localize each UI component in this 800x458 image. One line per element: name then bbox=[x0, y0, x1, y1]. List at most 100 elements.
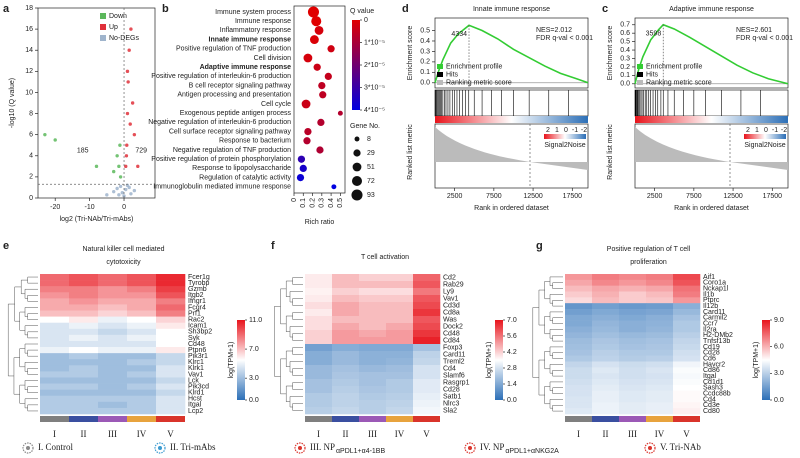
heat-cell bbox=[592, 320, 620, 327]
y-tick-label: 0.5 bbox=[420, 27, 430, 34]
heat-cell bbox=[69, 298, 99, 305]
heat-cell bbox=[127, 395, 157, 403]
heat-cell bbox=[98, 371, 128, 378]
metric-tick-label: 0 bbox=[764, 127, 768, 134]
dendrogram bbox=[7, 303, 15, 377]
heat-cell bbox=[565, 349, 593, 356]
group-bar bbox=[565, 416, 592, 422]
x-axis-label: Rank in ordered dataset bbox=[674, 205, 749, 212]
dot bbox=[319, 91, 327, 99]
heat-cell bbox=[673, 367, 701, 374]
size-label: 8 bbox=[367, 136, 371, 143]
legend-label: II. Tri-mAbs bbox=[170, 442, 216, 452]
heat-cell bbox=[69, 383, 99, 390]
group-label: V bbox=[683, 429, 690, 439]
heat-cell bbox=[413, 379, 441, 387]
heat-cell bbox=[565, 291, 593, 298]
gene-label: Rac2 bbox=[188, 316, 204, 323]
point bbox=[126, 80, 130, 84]
legend-label: No-DEGs bbox=[109, 35, 139, 42]
heat-cell bbox=[127, 304, 157, 311]
dot bbox=[303, 137, 311, 145]
point bbox=[125, 143, 129, 147]
x-axis-label: Rich ratio bbox=[305, 219, 335, 226]
heat-cell bbox=[69, 389, 99, 397]
heat-cell bbox=[359, 393, 387, 401]
heat-cell bbox=[127, 274, 157, 281]
group-label: II bbox=[81, 429, 87, 439]
point bbox=[128, 122, 132, 126]
y-tick-label: 0.2 bbox=[620, 64, 630, 71]
point bbox=[112, 169, 116, 174]
gene-label: Cd8a bbox=[443, 309, 460, 316]
heat-cell bbox=[305, 330, 333, 338]
heat-cell bbox=[40, 316, 70, 323]
heat-cell bbox=[619, 303, 647, 310]
heat-cell bbox=[646, 314, 674, 321]
dendrogram bbox=[292, 403, 303, 411]
heat-cell bbox=[156, 347, 186, 354]
gene-label: Slamf6 bbox=[443, 372, 465, 379]
x-tick-label: 0.1 bbox=[300, 198, 307, 208]
heat-cell bbox=[413, 295, 441, 303]
pathway-label: Adaptive immune response bbox=[200, 64, 292, 71]
y-tick-label: 12 bbox=[25, 68, 33, 75]
heat-cell bbox=[592, 361, 620, 368]
dendrogram bbox=[552, 300, 563, 307]
heat-cell bbox=[413, 372, 441, 380]
y-tick-label: 0.3 bbox=[620, 55, 630, 62]
heat-cell bbox=[98, 340, 128, 348]
metric-area bbox=[435, 127, 588, 170]
legend-label: V. Tri-NAb bbox=[660, 442, 701, 452]
heat-cell bbox=[413, 386, 441, 394]
colorbar-label: 4*10⁻⁵ bbox=[364, 107, 385, 114]
heat-cell bbox=[619, 279, 647, 286]
point bbox=[43, 132, 47, 137]
fdr-label: FDR q-val < 0.001 bbox=[736, 35, 793, 42]
dendrogram bbox=[549, 294, 563, 304]
heat-cell bbox=[156, 401, 186, 409]
gene-label: Carmil2 bbox=[703, 315, 727, 322]
metric-gradient bbox=[744, 134, 786, 139]
heat-cell bbox=[386, 386, 414, 394]
x-tick-label: 0.4 bbox=[328, 198, 335, 208]
dendrogram bbox=[544, 281, 550, 300]
legend-swatch bbox=[100, 24, 106, 30]
panel-label: c bbox=[602, 3, 608, 15]
dendrogram bbox=[544, 316, 550, 335]
heat-cell bbox=[40, 389, 70, 397]
pathway-label: Antigen processing and presentation bbox=[177, 92, 291, 99]
legend-title: Q value bbox=[350, 8, 374, 15]
gene-label: Cd48 bbox=[443, 330, 460, 337]
heat-cell bbox=[127, 359, 157, 366]
gene-label: Fcgr4 bbox=[188, 304, 206, 311]
dendrogram bbox=[289, 361, 303, 373]
heat-cell bbox=[565, 355, 593, 362]
heat-cell bbox=[359, 288, 387, 296]
heat-cell bbox=[305, 323, 333, 331]
heat-cell bbox=[565, 309, 593, 316]
heat-cell bbox=[592, 367, 620, 374]
metric-tick-label: -2 bbox=[581, 127, 587, 134]
pathway-label: Positive regulation of interleukin-6 pro… bbox=[151, 73, 291, 80]
heat-cell bbox=[40, 407, 70, 415]
y-tick-label: 0.0 bbox=[620, 81, 630, 88]
gene-label: Klrc1 bbox=[188, 359, 204, 366]
x-tick-label: 2500 bbox=[447, 193, 463, 200]
heat-cell bbox=[98, 310, 128, 317]
heat-cell bbox=[156, 286, 186, 293]
dot bbox=[337, 110, 343, 116]
gene-label: Satb1 bbox=[443, 393, 461, 400]
heat-cell bbox=[592, 396, 620, 403]
heat-cell bbox=[646, 349, 674, 356]
panel-title: Natural killer cell mediated bbox=[82, 246, 164, 253]
y-tick-label: 4 bbox=[29, 153, 33, 160]
heat-cell bbox=[592, 309, 620, 316]
heat-cell bbox=[40, 298, 70, 305]
dot bbox=[303, 53, 313, 63]
colorbar-label: 0.0 bbox=[507, 397, 517, 404]
heat-cell bbox=[673, 309, 701, 316]
heat-cell bbox=[413, 407, 441, 415]
heat-cell bbox=[69, 316, 99, 323]
heat-cell bbox=[386, 323, 414, 331]
